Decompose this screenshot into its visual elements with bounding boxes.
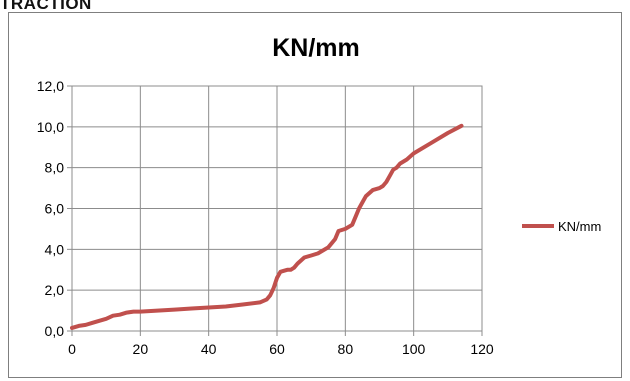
x-tick-label: 0 [68, 341, 76, 357]
y-tick-label: 10,0 [37, 119, 64, 135]
legend-label: KN/mm [558, 219, 601, 234]
chart-frame: KN/mm 0,0 2,0 4,0 6,0 8,0 10,0 12,0 0 20 40 60 80 10… [8, 12, 622, 378]
axis-layer: 0,0 2,0 4,0 6,0 8,0 10,0 12,0 0 20 40 60 80 100 120 [37, 78, 494, 357]
y-tick-label: 6,0 [45, 201, 65, 217]
y-tick-label: 2,0 [45, 282, 65, 298]
y-tick-label: 0,0 [45, 323, 65, 339]
x-tick-label: 20 [133, 341, 149, 357]
x-tick-label: 60 [269, 341, 285, 357]
chart-title: KN/mm [272, 34, 360, 62]
x-tick-label: 120 [470, 341, 494, 357]
x-tick-label: 40 [201, 341, 217, 357]
x-tick-label: 100 [402, 341, 426, 357]
y-tick-label: 4,0 [45, 241, 65, 257]
series-layer [70, 123, 464, 330]
legend: KN/mm [522, 219, 601, 234]
y-tick-label: 8,0 [45, 160, 65, 176]
line-chart: KN/mm 0,0 2,0 4,0 6,0 8,0 10,0 12,0 0 20 40 60 80 10… [37, 34, 602, 357]
x-tick-label: 80 [338, 341, 354, 357]
series-line [70, 123, 464, 330]
page-title: TRACTION [0, 0, 92, 13]
y-tick-label: 12,0 [37, 78, 64, 94]
grid-layer [71, 85, 483, 332]
